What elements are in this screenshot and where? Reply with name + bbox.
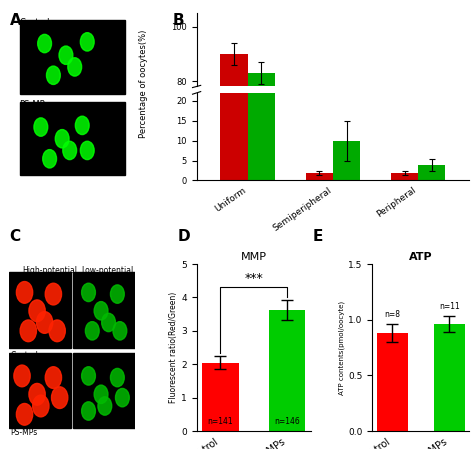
Circle shape (63, 141, 77, 159)
Circle shape (36, 312, 53, 333)
Bar (19, 102, 125, 176)
Text: n=8: n=8 (384, 309, 401, 319)
Bar (248, 73, 275, 297)
Circle shape (59, 46, 73, 64)
Circle shape (17, 282, 33, 303)
Circle shape (52, 387, 68, 409)
Circle shape (98, 397, 112, 415)
Y-axis label: ATP contents(pmol/oocyte): ATP contents(pmol/oocyte) (339, 300, 346, 395)
Text: Control: Control (11, 351, 38, 360)
Bar (73, 352, 135, 428)
Circle shape (29, 300, 45, 321)
Bar (434, 324, 465, 431)
Circle shape (33, 395, 49, 417)
Circle shape (110, 285, 124, 303)
Bar (391, 292, 418, 297)
Circle shape (82, 402, 95, 420)
Text: Control: Control (19, 18, 50, 27)
Circle shape (85, 321, 99, 340)
Circle shape (17, 404, 33, 425)
Text: PS-MPs: PS-MPs (19, 100, 49, 109)
Bar (220, 54, 248, 297)
Bar (418, 165, 446, 180)
Circle shape (116, 388, 129, 407)
Bar (377, 333, 408, 431)
Title: MMP: MMP (241, 252, 267, 262)
Y-axis label: Fluorescent ratio(Red/Green): Fluorescent ratio(Red/Green) (169, 292, 178, 403)
Circle shape (20, 320, 36, 342)
Text: D: D (178, 229, 191, 244)
Title: ATP: ATP (409, 252, 433, 262)
Bar (73, 273, 135, 348)
Circle shape (113, 321, 127, 340)
Bar (9, 352, 71, 428)
Bar (202, 362, 238, 431)
Circle shape (81, 141, 94, 159)
Circle shape (45, 367, 62, 388)
Bar (248, 0, 275, 180)
Text: n=11: n=11 (439, 302, 460, 311)
Text: B: B (173, 13, 185, 28)
Circle shape (94, 385, 108, 404)
Circle shape (82, 367, 95, 385)
Circle shape (14, 365, 30, 387)
Circle shape (46, 66, 60, 84)
Circle shape (29, 383, 45, 405)
Bar (391, 172, 418, 180)
Circle shape (94, 302, 108, 320)
Circle shape (38, 35, 52, 53)
Text: Low-potential: Low-potential (81, 266, 133, 275)
Text: n=146: n=146 (274, 417, 300, 426)
Circle shape (102, 313, 116, 332)
Circle shape (110, 368, 124, 387)
Circle shape (68, 58, 82, 76)
Circle shape (45, 283, 62, 305)
Circle shape (82, 283, 95, 302)
Text: High-potential: High-potential (22, 266, 77, 275)
Text: E: E (313, 229, 323, 244)
Circle shape (49, 320, 65, 342)
Bar (333, 270, 360, 297)
Y-axis label: Percentage of oocytes(%): Percentage of oocytes(%) (138, 30, 147, 138)
Bar (220, 0, 248, 180)
Text: PS-MPs: PS-MPs (11, 428, 38, 437)
Circle shape (55, 130, 69, 148)
Circle shape (75, 116, 89, 135)
Circle shape (34, 118, 48, 136)
Bar (306, 172, 333, 180)
Text: A: A (9, 13, 21, 28)
Bar (418, 286, 446, 297)
Bar (333, 141, 360, 180)
Text: C: C (9, 229, 20, 244)
Text: ***: *** (244, 272, 263, 285)
Bar (9, 273, 71, 348)
Circle shape (81, 33, 94, 51)
Circle shape (43, 150, 56, 168)
Bar (269, 310, 305, 431)
Text: n=141: n=141 (207, 417, 233, 426)
Bar (306, 292, 333, 297)
Bar (19, 20, 125, 94)
